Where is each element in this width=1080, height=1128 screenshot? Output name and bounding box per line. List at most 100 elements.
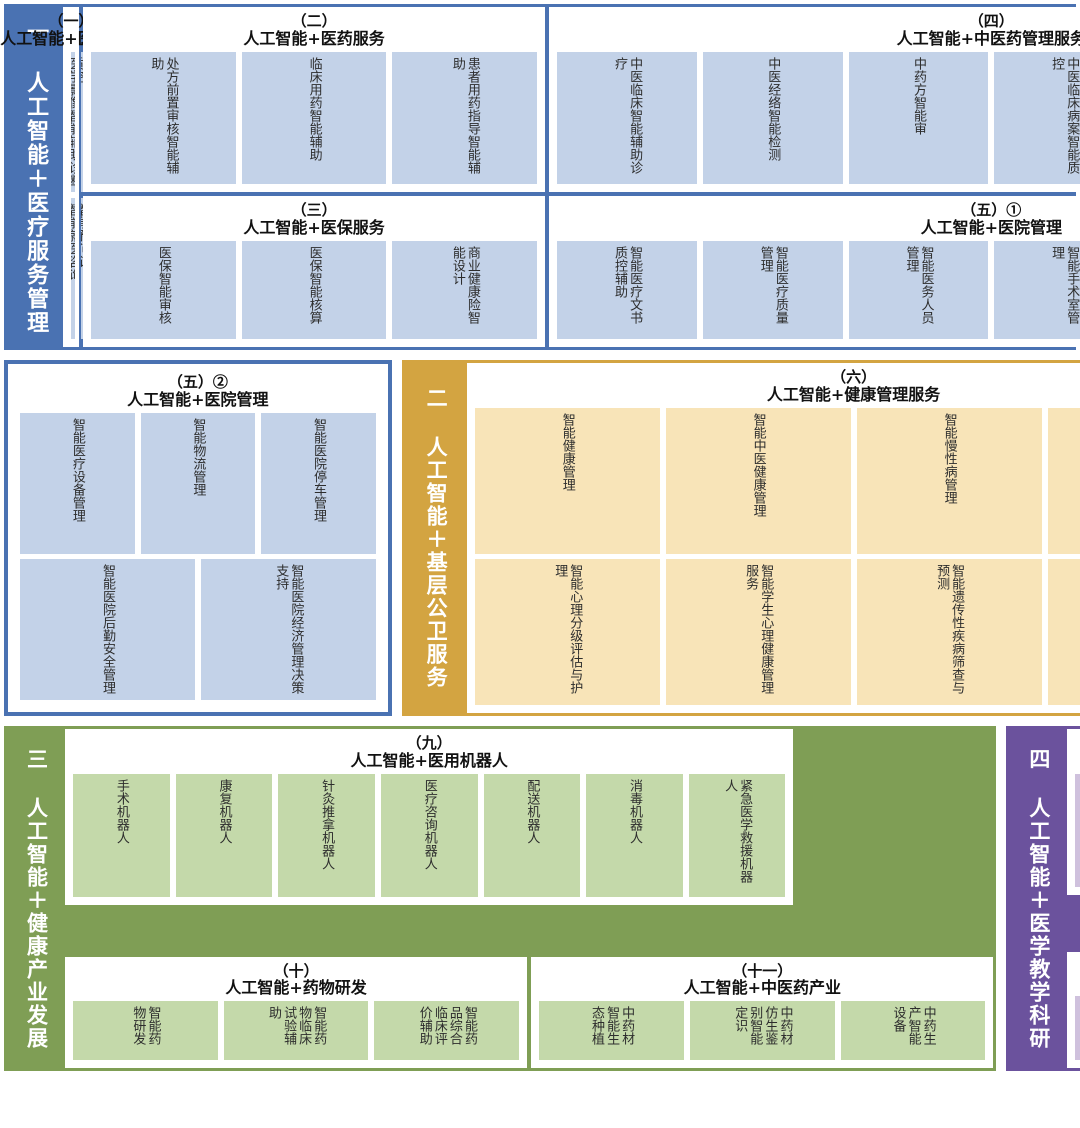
item-label: 智能医疗设备管理 — [69, 417, 85, 522]
band-1-middle-column: （二） 人工智能+医药服务 处方前置审核智能辅助 临床用药智能辅助 患者用药指导… — [83, 7, 546, 347]
item-chip[interactable]: 智能手术室管理 — [994, 240, 1080, 339]
group-5b-grid: 智能医疗设备管理 智能物流管理 智能医院停车管理 智能医院后勤安全管理 智能医院… — [20, 412, 376, 701]
item-chip[interactable]: 中药材智能生态种植 — [539, 1001, 684, 1061]
item-label: 商业健康险智能设计 — [449, 245, 480, 324]
item-label: 针灸推拿机器人 — [319, 778, 335, 870]
item-label: 智能就医咨询 — [71, 203, 75, 282]
item-chip[interactable]: 处方前置审核智能辅助 — [91, 51, 236, 184]
item-chip[interactable]: 智能慢性病管理 — [856, 407, 1042, 554]
item-label: 智能心理分级评估与护理 — [552, 563, 583, 694]
group-12-grid: 医学教学智能辅助 医学智能仿真实验 医学教育虚拟患者人 医学教学资源智能生成 医… — [1075, 773, 1080, 887]
item-chip[interactable]: 智能患者招募 — [1075, 996, 1080, 1061]
item-row: 医学教学智能辅助 医学智能仿真实验 医学教育虚拟患者人 医学教学资源智能生成 医… — [1075, 773, 1080, 887]
item-label: 智能医院后勤安全管理 — [99, 563, 115, 694]
item-chip[interactable]: 智能药物研发 — [73, 1001, 218, 1061]
item-chip[interactable]: 中药材仿生鉴别智能定识 — [689, 1001, 835, 1061]
item-chip[interactable]: 智能医疗文书质控辅助 — [557, 240, 697, 339]
item-chip[interactable]: 智能学生心理健康管理服务 — [665, 558, 851, 706]
group-card-5a[interactable]: （五）① 人工智能+医院管理 智能医疗文书质控辅助 智能医疗质量管理 智能医务人… — [549, 196, 1080, 347]
item-row: 中药材智能生态种植 中药材仿生鉴别智能定识 中药生产智能设备 — [539, 1001, 986, 1061]
item-chip[interactable]: 智能医务人员管理 — [848, 240, 989, 339]
item-chip[interactable]: 中医经络智能检测 — [702, 51, 843, 184]
group-card-9[interactable]: （九） 人工智能+医用机器人 手术机器人 康复机器人 针灸推拿机器人 医疗咨询机… — [65, 729, 794, 905]
group-card-4[interactable]: （四） 人工智能+中医药管理服务 中医临床智能辅助诊疗 中医经络智能检测 中药方… — [549, 7, 1080, 192]
group-9-header: （九） 人工智能+医用机器人 — [350, 735, 507, 770]
item-label: 临床用药智能辅助 — [306, 56, 322, 161]
band-4-row-bottom: （十三） 人工智能+医学科研 智能患者招募 智能病房研究型 医学科研智能辅助 智… — [1067, 951, 1080, 1069]
item-chip[interactable]: 中药方智能审 — [848, 51, 989, 184]
item-label: 智能药物临床试验辅助 — [266, 1006, 327, 1046]
item-label: 医疗咨询机器人 — [421, 778, 437, 870]
item-chip[interactable]: 智能医疗设备管理 — [20, 412, 135, 554]
group-card-11[interactable]: （十一） 人工智能+中医药产业 中药材智能生态种植 中药材仿生鉴别智能定识 中药… — [531, 956, 994, 1069]
item-chip[interactable]: 智能医院停车管理 — [261, 412, 376, 554]
item-chip[interactable]: 医疗咨询机器人 — [380, 773, 478, 897]
item-chip[interactable]: 智能心理分级评估与护理 — [474, 558, 660, 706]
group-10-title: 人工智能+药物研发 — [225, 978, 367, 998]
item-chip[interactable]: 康复机器人 — [175, 773, 273, 897]
band-tab-2: 二 人工智能＋基层公卫服务 — [404, 363, 467, 713]
group-card-6[interactable]: （六） 人工智能+健康管理服务 智能健康管理 智能中医健康管理 智能慢性病管理 … — [466, 363, 1080, 713]
group-11-header: （十一） 人工智能+中医药产业 — [683, 962, 841, 998]
item-chip[interactable]: 配送机器人 — [483, 773, 581, 897]
item-row: 智能心理分级评估与护理 智能学生心理健康管理服务 智能遗传性疾病筛查与预测 慢性… — [474, 558, 1080, 706]
band-3-row-top: （九） 人工智能+医用机器人 手术机器人 康复机器人 针灸推拿机器人 医疗咨询机… — [65, 729, 993, 953]
item-chip[interactable]: 商业健康险智能设计 — [392, 240, 538, 339]
item-chip[interactable]: 中医临床智能辅助诊疗 — [557, 51, 697, 184]
group-card-13[interactable]: （十三） 人工智能+医学科研 智能患者招募 智能病房研究型 医学科研智能辅助 智… — [1067, 951, 1080, 1069]
item-chip[interactable]: 慢性非传染性疾病筛查与预测 — [1047, 558, 1080, 706]
group-card-5b[interactable]: （五）② 人工智能+医院管理 智能医疗设备管理 智能物流管理 智能医院停车管理 … — [12, 368, 384, 708]
item-label: 智能医疗文书质控辅助 — [612, 245, 643, 324]
item-row: 智能医疗文书质控辅助 智能医疗质量管理 智能医务人员管理 智能手术室管理 智能药… — [557, 240, 1080, 339]
group-card-1[interactable]: （一） 人工智能+医疗服务 医学影像智能辅助诊断 医学影像数据智能辅助质控 临床… — [0, 7, 145, 347]
band-4-body: （十二） 人工智能+医学教学 医学教学智能辅助 医学智能仿真实验 医学教育虚拟患… — [1067, 729, 1080, 1069]
item-chip[interactable]: 智能药物临床试验辅助 — [223, 1001, 369, 1061]
item-chip[interactable]: 智能遗传性疾病筛查与预测 — [856, 558, 1042, 706]
item-chip[interactable]: 智能医院后勤安全管理 — [20, 558, 195, 701]
item-chip[interactable]: 中药生产智能设备 — [840, 1001, 986, 1061]
item-label: 中医经络智能检测 — [765, 56, 781, 161]
group-card-2[interactable]: （二） 人工智能+医药服务 处方前置审核智能辅助 临床用药智能辅助 患者用药指导… — [83, 7, 546, 192]
item-row: 智能健康管理 智能中医健康管理 智能慢性病管理 智能自助服务心理 — [474, 407, 1080, 554]
group-card-3[interactable]: （三） 人工智能+医保服务 医保智能审核 医保智能核算 商业健康险智能设计 — [83, 196, 546, 347]
item-chip[interactable]: 紧急医学救援机器人 — [688, 773, 786, 897]
item-label: 中药材智能生态种植 — [589, 1006, 635, 1046]
item-chip[interactable]: 消毒机器人 — [586, 773, 683, 897]
group-2-header: （二） 人工智能+医药服务 — [243, 13, 384, 48]
item-chip[interactable]: 医学教学智能辅助 — [1075, 773, 1080, 887]
band-tab-3-label: 三 人工智能＋健康产业发展 — [24, 747, 49, 1050]
group-6-number: （六） — [831, 368, 877, 386]
item-chip[interactable]: 智能自助服务心理 — [1047, 407, 1080, 554]
item-chip[interactable]: 智能健康管理 — [474, 407, 660, 554]
item-chip[interactable]: 智能就医咨询 — [71, 198, 75, 340]
item-label: 配送机器人 — [524, 778, 540, 844]
item-chip[interactable]: 智能医院经济管理决策支持 — [200, 558, 376, 701]
item-chip[interactable]: 患者用药指导智能辅助 — [392, 51, 538, 184]
group-3-title: 人工智能+医保服务 — [243, 217, 385, 237]
item-chip[interactable]: 针灸推拿机器人 — [278, 773, 375, 897]
item-label: 紧急医学救援机器人 — [722, 778, 753, 883]
group-card-10[interactable]: （十） 人工智能+药物研发 智能药物研发 智能药物临床试验辅助 智能药品综合临床… — [65, 956, 528, 1069]
item-chip[interactable]: 智能医疗质量管理 — [702, 240, 843, 339]
item-chip[interactable]: 智能中医健康管理 — [665, 407, 851, 554]
group-5a-grid: 智能医疗文书质控辅助 智能医疗质量管理 智能医务人员管理 智能手术室管理 智能药… — [557, 240, 1080, 339]
item-chip[interactable]: 智能物流管理 — [140, 412, 256, 554]
item-chip[interactable]: 临床用药智能辅助 — [241, 51, 387, 184]
item-chip[interactable]: 医保智能核算 — [241, 240, 387, 339]
item-row: 医保智能审核 医保智能核算 商业健康险智能设计 — [91, 240, 538, 339]
item-label: 智能健康管理 — [559, 412, 575, 491]
item-chip[interactable]: 医保智能审核 — [91, 240, 236, 339]
item-chip[interactable]: 智能药品综合临床评价辅助 — [374, 1001, 520, 1061]
item-label: 智能慢性病管理 — [941, 412, 957, 504]
item-chip[interactable]: 医学影像智能辅助诊断 — [71, 51, 75, 193]
row-3: 三 人工智能＋健康产业发展 （九） 人工智能+医用机器人 手术机器人 康复机器人 — [4, 726, 1080, 1071]
group-11-title: 人工智能+中医药产业 — [683, 978, 841, 998]
item-chip[interactable]: 中医临床病案智能质控 — [994, 51, 1080, 184]
row-2: （五）② 人工智能+医院管理 智能医疗设备管理 智能物流管理 智能医院停车管理 … — [4, 360, 1080, 716]
item-chip[interactable]: 手术机器人 — [73, 773, 170, 897]
item-row: 手术机器人 康复机器人 针灸推拿机器人 医疗咨询机器人 配送机器人 消毒机器人 … — [73, 773, 786, 897]
item-label: 康复机器人 — [216, 778, 232, 844]
band-section-2: 二 人工智能＋基层公卫服务 （六） 人工智能+健康管理服务 智能健康管理 智能中 — [401, 360, 1080, 716]
item-label: 智能遗传性疾病筛查与预测 — [934, 563, 965, 694]
group-card-12[interactable]: （十二） 人工智能+医学教学 医学教学智能辅助 医学智能仿真实验 医学教育虚拟患… — [1067, 729, 1080, 895]
